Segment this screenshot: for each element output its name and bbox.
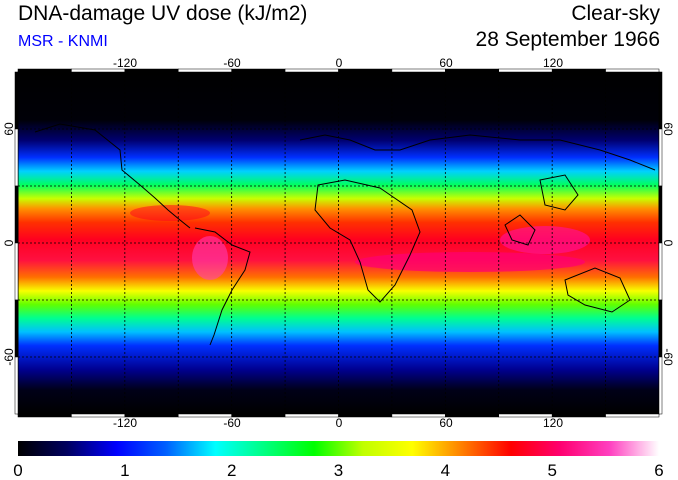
- colorbar-label: 1: [120, 461, 129, 480]
- latitude-labels-left: 60 0 -60: [2, 122, 16, 366]
- frame-bar: [284, 413, 339, 418]
- lon-tick-label: 0: [336, 416, 343, 430]
- frame-bar: [445, 68, 500, 73]
- frame-bar: [658, 356, 663, 415]
- frame-bar: [284, 68, 339, 73]
- frame-bar: [17, 413, 72, 418]
- frame-bar: [658, 71, 663, 130]
- sky-condition-label: Clear-sky: [571, 2, 660, 25]
- lat-tick-label: -60: [2, 348, 16, 366]
- graticule: [18, 72, 659, 414]
- frame-bar: [14, 71, 19, 130]
- frame-bar: [14, 185, 19, 244]
- frame-bar: [338, 413, 393, 418]
- map-title: DNA-damage UV dose (kJ/m2): [18, 2, 308, 25]
- lon-tick-label: 0: [336, 56, 343, 70]
- lon-tick-label: -120: [113, 56, 137, 70]
- frame-bar: [17, 68, 72, 73]
- frame-bar: [14, 242, 19, 301]
- map-date: 28 September 1966: [475, 28, 660, 51]
- lon-tick-label: 60: [439, 56, 453, 70]
- colorbar: [18, 441, 659, 456]
- frame-bar: [391, 68, 446, 73]
- colorbar-label: 6: [654, 461, 663, 480]
- colorbar-label: 2: [227, 461, 236, 480]
- lat-tick-label: 60: [2, 122, 16, 136]
- frame-bar: [338, 68, 393, 73]
- longitude-labels-bottom: -120 -60 0 60 120: [113, 416, 563, 430]
- colorbar-label: 3: [334, 461, 343, 480]
- lat-tick-label: 0: [661, 240, 675, 247]
- lon-tick-label: -60: [223, 56, 241, 70]
- frame-bar: [445, 413, 500, 418]
- lon-tick-label: 120: [543, 56, 563, 70]
- lon-tick-label: 60: [439, 416, 453, 430]
- frame-bar: [14, 128, 19, 187]
- frame-bar: [14, 356, 19, 415]
- colorbar-label: 0: [13, 461, 22, 480]
- frame-bar: [391, 413, 446, 418]
- lat-tick-label: 0: [2, 239, 16, 246]
- frame-bar: [658, 185, 663, 244]
- frame-bar: [658, 128, 663, 187]
- colorbar-labels: 0 1 2 3 4 5 6: [13, 461, 663, 480]
- lon-tick-label: -60: [223, 416, 241, 430]
- lat-tick-label: -60: [661, 348, 675, 366]
- lon-tick-label: 120: [543, 416, 563, 430]
- coastlines: [34, 123, 656, 346]
- frame-bar: [605, 68, 660, 73]
- uv-hotspots: [130, 205, 590, 280]
- colorbar-label: 4: [441, 461, 450, 480]
- frame-bar: [658, 242, 663, 301]
- colorbar-label: 5: [547, 461, 556, 480]
- lat-tick-label: 60: [661, 122, 675, 136]
- latitude-labels-right: 60 0 -60: [661, 122, 675, 366]
- frame-bar: [605, 413, 660, 418]
- credit-label: MSR - KNMI: [18, 33, 108, 50]
- lon-tick-label: -120: [113, 416, 137, 430]
- frame-ticks: [14, 68, 663, 418]
- longitude-labels-top: -120 -60 0 60 120: [113, 56, 563, 70]
